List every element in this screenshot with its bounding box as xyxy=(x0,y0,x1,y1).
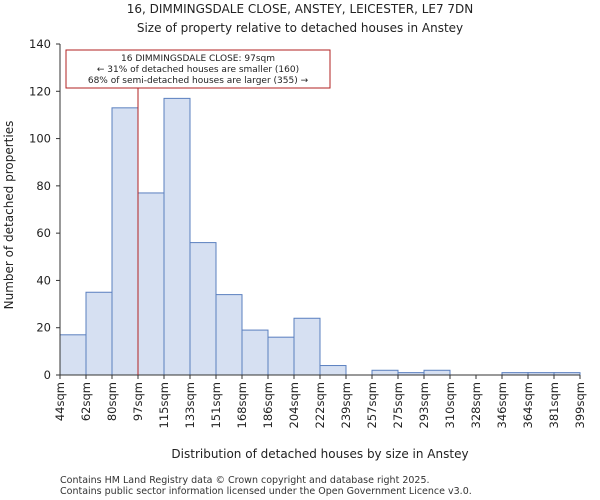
footer-line-2: Contains public sector information licen… xyxy=(60,486,472,497)
x-tick-label: 310sqm xyxy=(443,382,457,428)
y-tick-label: 20 xyxy=(36,321,51,335)
x-tick-label: 62sqm xyxy=(79,382,93,421)
bar-133sqm xyxy=(189,242,217,376)
bar-62sqm xyxy=(85,291,113,376)
bar-44sqm xyxy=(59,334,87,376)
y-tick-label: 80 xyxy=(36,179,51,193)
y-axis-ticks: 0 20 40 60 80 100 120 140 xyxy=(29,37,60,382)
x-tick-label: 222sqm xyxy=(313,382,327,428)
x-tick-label: 399sqm xyxy=(573,382,587,428)
x-tick-label: 44sqm xyxy=(53,382,67,421)
x-tick-label: 275sqm xyxy=(391,382,405,428)
y-tick-label: 60 xyxy=(36,226,51,240)
bar-204sqm xyxy=(293,317,321,376)
x-tick-label: 115sqm xyxy=(157,382,171,428)
y-tick-label: 40 xyxy=(36,273,51,287)
y-tick-label: 120 xyxy=(29,84,51,98)
x-axis-ticks: 44sqm 62sqm 80sqm 97sqm 115sqm 133sqm 151sqm 16… xyxy=(53,375,587,428)
y-tick-label: 100 xyxy=(29,132,51,146)
bar-97sqm xyxy=(137,192,165,376)
x-tick-label: 151sqm xyxy=(209,382,223,428)
x-tick-label: 328sqm xyxy=(469,382,483,428)
chart-subtitle: Size of property relative to detached ho… xyxy=(137,21,463,35)
x-tick-label: 239sqm xyxy=(339,382,353,428)
y-tick-label: 140 xyxy=(29,37,51,51)
bar-186sqm xyxy=(267,336,295,376)
x-tick-label: 381sqm xyxy=(547,382,561,428)
footer-line-1: Contains HM Land Registry data © Crown c… xyxy=(60,475,430,486)
chart-title: 16, DIMMINGSDALE CLOSE, ANSTEY, LEICESTE… xyxy=(127,2,474,16)
x-tick-label: 186sqm xyxy=(261,382,275,428)
x-axis-label: Distribution of detached houses by size … xyxy=(171,447,468,461)
x-tick-label: 97sqm xyxy=(131,382,145,421)
annotation-box: 16 DIMMINGSDALE CLOSE: 97sqm ← 31% of de… xyxy=(65,49,331,89)
bar-222sqm xyxy=(319,365,347,376)
x-tick-label: 133sqm xyxy=(183,382,197,428)
bars-group xyxy=(59,97,581,376)
annotation-line-2: ← 31% of detached houses are smaller (16… xyxy=(97,65,299,75)
annotation-line-3: 68% of semi-detached houses are larger (… xyxy=(88,76,309,86)
x-tick-label: 257sqm xyxy=(365,382,379,428)
annotation-border xyxy=(65,49,331,89)
bar-257sqm xyxy=(371,369,399,376)
x-tick-label: 293sqm xyxy=(417,382,431,428)
bar-80sqm xyxy=(111,107,139,376)
x-tick-label: 346sqm xyxy=(495,382,509,428)
y-tick-label: 0 xyxy=(44,368,51,382)
annotation-line-1: 16 DIMMINGSDALE CLOSE: 97sqm xyxy=(121,54,275,64)
bar-293sqm xyxy=(423,369,451,376)
y-axis-label: Number of detached properties xyxy=(2,121,16,310)
x-tick-label: 364sqm xyxy=(521,382,535,428)
x-tick-label: 80sqm xyxy=(105,382,119,421)
bar-168sqm xyxy=(241,329,269,376)
x-tick-label: 168sqm xyxy=(235,382,249,428)
bar-151sqm xyxy=(215,294,243,376)
x-tick-label: 204sqm xyxy=(287,382,301,428)
bar-115sqm xyxy=(163,97,191,376)
